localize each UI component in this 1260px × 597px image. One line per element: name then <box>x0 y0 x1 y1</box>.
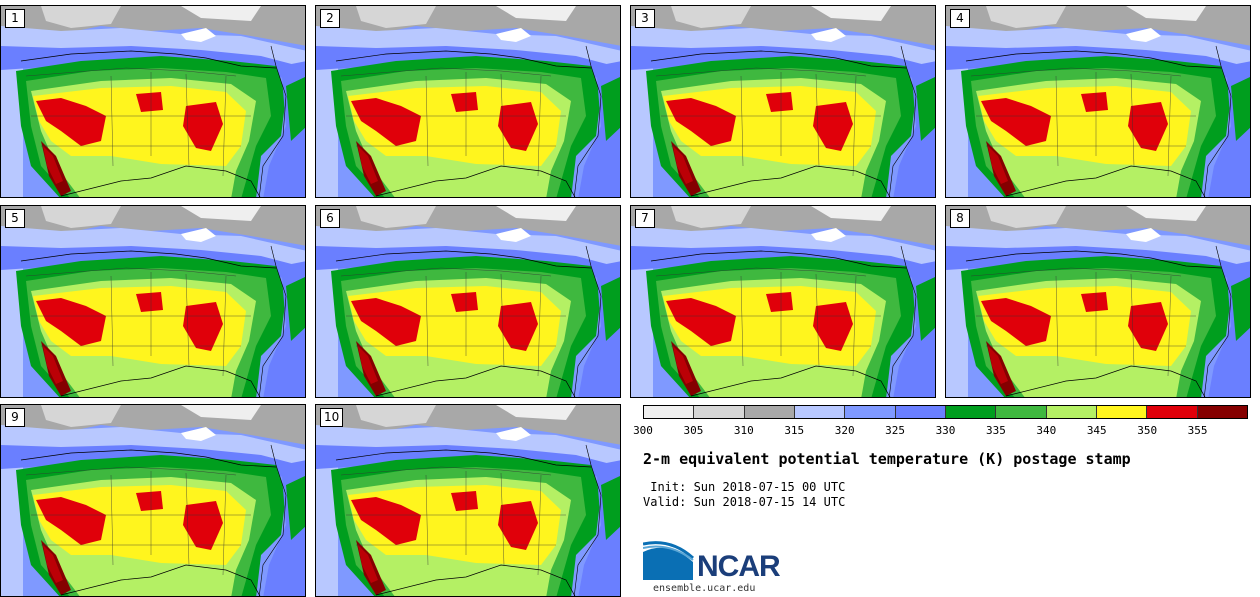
member-number-label: 9 <box>5 408 25 427</box>
colorbar-tick-label: 300 <box>633 424 653 437</box>
ncar-logo-text: NCAR <box>697 550 781 583</box>
site-url: ensemble.ucar.edu <box>653 583 756 594</box>
member-number-label: 8 <box>950 209 970 228</box>
colorbar-tick-label: 305 <box>683 424 704 437</box>
member-number-label: 4 <box>950 9 970 28</box>
colorbar-segment <box>644 406 695 418</box>
postage-stamp-map: 1 <box>0 5 306 198</box>
ensemble-member-map <box>946 206 1250 397</box>
colorbar-segment <box>895 406 946 418</box>
colorbar <box>643 405 1248 419</box>
colorbar-segment <box>1096 406 1148 418</box>
colorbar-tick-label: 325 <box>885 424 906 437</box>
ncar-logo-icon <box>643 541 695 580</box>
ensemble-member-map <box>631 206 935 397</box>
colorbar-segment <box>694 406 745 418</box>
ensemble-member-map <box>946 6 1250 197</box>
colorbar-tick-label: 315 <box>784 424 805 437</box>
member-number-label: 6 <box>320 209 340 228</box>
colorbar-tick-label: 310 <box>733 424 754 437</box>
colorbar-segment <box>1046 406 1097 418</box>
member-number-label: 5 <box>5 209 25 228</box>
postage-stamp-map: 6 <box>315 205 621 398</box>
postage-stamp-map: 4 <box>945 5 1251 198</box>
colorbar-segment <box>794 406 846 418</box>
colorbar-tick-label: 340 <box>1036 424 1057 437</box>
ensemble-member-map <box>1 6 305 197</box>
member-number-label: 1 <box>5 9 25 28</box>
member-number-label: 10 <box>320 408 344 427</box>
colorbar-segment <box>996 406 1047 418</box>
colorbar-segment <box>744 406 795 418</box>
ensemble-member-map <box>1 206 305 397</box>
postage-stamp-map: 2 <box>315 5 621 198</box>
valid-time: Valid: Sun 2018-07-15 14 UTC <box>643 495 846 509</box>
colorbar-segment <box>845 406 896 418</box>
colorbar-tick-label: 330 <box>935 424 956 437</box>
colorbar-tick-label: 335 <box>985 424 1006 437</box>
colorbar-tick-label: 350 <box>1137 424 1158 437</box>
member-number-label: 2 <box>320 9 340 28</box>
colorbar-tick-label: 345 <box>1086 424 1107 437</box>
ensemble-member-map <box>316 6 620 197</box>
ensemble-member-map <box>316 206 620 397</box>
postage-stamp-map: 3 <box>630 5 936 198</box>
member-number-label: 3 <box>635 9 655 28</box>
colorbar-segment <box>945 406 997 418</box>
colorbar-tick-label: 355 <box>1187 424 1208 437</box>
postage-stamp-map: 7 <box>630 205 936 398</box>
ensemble-member-map <box>1 405 305 596</box>
init-time: Init: Sun 2018-07-15 00 UTC <box>643 480 846 494</box>
ensemble-member-map <box>316 405 620 596</box>
colorbar-tick-label: 320 <box>834 424 855 437</box>
postage-stamp-map: 10 <box>315 404 621 597</box>
postage-stamp-map: 8 <box>945 205 1251 398</box>
ensemble-member-map <box>631 6 935 197</box>
postage-stamp-map: 9 <box>0 404 306 597</box>
colorbar-segment <box>1197 406 1247 418</box>
plot-title: 2-m equivalent potential temperature (K)… <box>643 450 1131 468</box>
postage-stamp-map: 5 <box>0 205 306 398</box>
member-number-label: 7 <box>635 209 655 228</box>
colorbar-segment <box>1147 406 1198 418</box>
